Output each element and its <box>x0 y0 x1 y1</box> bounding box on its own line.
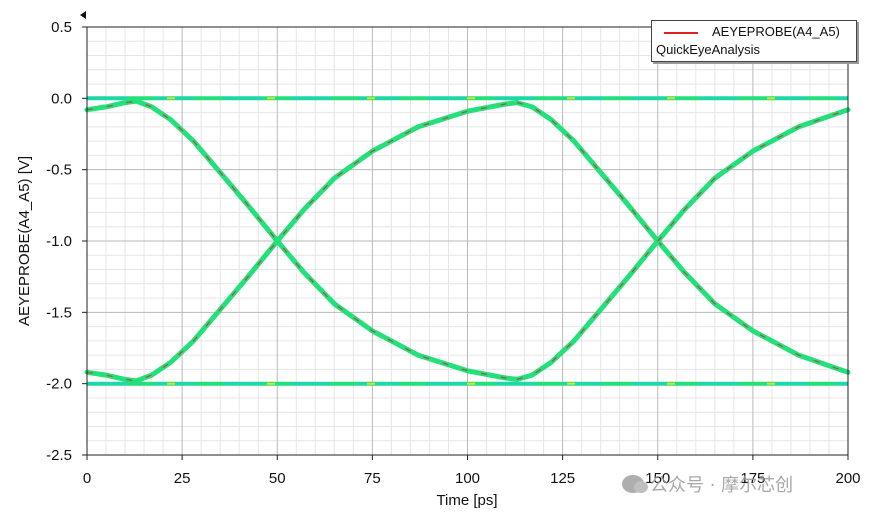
axis-corner-marker-icon <box>80 11 86 19</box>
x-tick-label: 175 <box>740 470 765 487</box>
x-tick-label: 150 <box>645 470 670 487</box>
y-tick-label: -2.0 <box>46 376 72 393</box>
x-tick-label: 75 <box>364 470 381 487</box>
x-tick-label: 0 <box>83 470 91 487</box>
eye-trace-falling_left <box>86 100 518 380</box>
x-tick-label: 125 <box>550 470 575 487</box>
wechat-logo-icon <box>622 475 648 493</box>
legend-entry-label: AEYEPROBE(A4_A5) <box>712 24 840 39</box>
x-tick-label: 100 <box>455 470 480 487</box>
x-tick-label: 50 <box>269 470 286 487</box>
y-tick-label: 0.5 <box>51 19 72 36</box>
watermark: 公众号 · 摩尔芯创 <box>622 469 793 499</box>
eye-trace-falling_right <box>516 102 849 373</box>
y-tick-label: -1.0 <box>46 233 72 250</box>
y-tick-label: -0.5 <box>46 162 72 179</box>
legend-subtitle: QuickEyeAnalysis <box>656 42 761 57</box>
y-tick-label: -2.5 <box>46 447 72 464</box>
x-axis-ticks: 0 25 50 75 100 125 150 175 200 <box>83 455 861 487</box>
y-axis-label: AEYEPROBE(A4_A5) [V] <box>16 156 33 326</box>
x-tick-label: 25 <box>174 470 191 487</box>
eye-trace-rising_left <box>86 102 518 382</box>
y-tick-label: 0.0 <box>51 90 72 107</box>
eye-traces <box>84 96 851 386</box>
y-tick-label: -1.5 <box>46 304 72 321</box>
x-axis-label: Time [ps] <box>436 492 497 509</box>
y-axis-ticks: 0.5 0.0 -0.5 -1.0 -1.5 -2.0 -2.5 <box>46 19 87 464</box>
legend[interactable]: AEYEPROBE(A4_A5) QuickEyeAnalysis <box>651 20 857 62</box>
eye-trace-rising_right <box>516 109 849 380</box>
legend-swatch <box>664 32 698 34</box>
x-tick-label: 200 <box>835 470 860 487</box>
watermark-text: 公众号 · 摩尔芯创 <box>650 475 794 496</box>
